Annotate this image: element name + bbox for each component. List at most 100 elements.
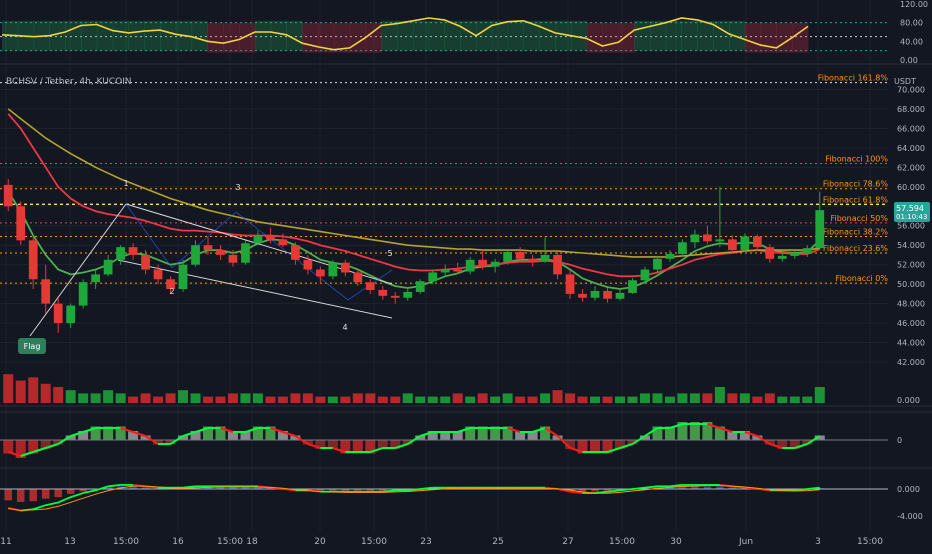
macd-y-tick-label: 0.000 (897, 485, 920, 494)
oscillator-signal-segment (70, 431, 84, 437)
rsi-band-fill (412, 20, 430, 51)
macd-histogram-bar (703, 486, 712, 489)
rsi-pane[interactable] (0, 17, 888, 53)
price-y-tick-label: 62.000 (897, 163, 925, 172)
rsi-band-fill (444, 20, 461, 51)
macd-histogram-bar (603, 489, 612, 491)
price-y-tick-label: 50.000 (897, 280, 925, 289)
rsi-line (1, 17, 809, 51)
oscillator-signal-segment (507, 427, 521, 433)
rsi-band-fill (491, 20, 509, 51)
elliott-wave-segment (171, 211, 237, 269)
volume-bar (814, 387, 825, 403)
macd-pane[interactable] (0, 484, 888, 512)
oscillator-bar (477, 426, 488, 440)
oscillator-signal-segment (245, 427, 259, 433)
oscillator-pane[interactable] (0, 422, 888, 458)
oscillator-bar (814, 435, 825, 440)
oscillator-signal-segment (145, 435, 159, 445)
macd-histogram-bar (204, 487, 212, 489)
candle-body (790, 253, 800, 256)
rsi-band-fill (586, 22, 604, 53)
oscillator-signal-segment (270, 427, 284, 433)
volume-bar (402, 393, 413, 403)
candle-body (578, 293, 587, 298)
candle-body (78, 282, 88, 306)
rsi-band-fill (634, 20, 651, 51)
candle-body (478, 259, 488, 267)
rsi-band-fill (570, 20, 588, 51)
x-tick-label: 15:00 (609, 537, 635, 547)
oscillator-signal-segment (644, 427, 658, 437)
volume-bar (477, 393, 488, 403)
candle-body (203, 245, 213, 251)
volume-bar (53, 387, 64, 403)
macd-histogram-bar (241, 487, 250, 489)
x-tick-label: 15:00 (113, 537, 139, 547)
fibonacci-level-label: Fibonacci 161.8% (818, 74, 889, 83)
volume-bar (752, 396, 763, 403)
x-tick-label: 30 (670, 537, 682, 547)
oscillator-bar (490, 426, 501, 440)
macd-line-segment (95, 485, 109, 492)
rsi-band-fill (523, 20, 540, 51)
macd-line-segment (744, 486, 758, 490)
rsi-band-fill (223, 22, 240, 53)
price-pane[interactable]: Fibonacci 161.8% Fibonacci 100% Fibonacci … (0, 74, 888, 354)
volume-bar (327, 396, 338, 403)
oscillator-signal-segment (394, 443, 409, 449)
oscillator-bar (664, 426, 675, 440)
ema-slow-line (7, 108, 820, 258)
fibonacci-level-label: Fibonacci 78.6% (823, 180, 889, 189)
price-y-tick-label: 48.000 (897, 300, 925, 309)
rsi-band-fill (365, 22, 382, 53)
rsi-y-tick-label: 0.00 (900, 56, 918, 65)
volume-bar (377, 396, 388, 403)
volume-bar (153, 396, 164, 403)
volume-bar (40, 383, 51, 403)
rsi-band-fill (728, 20, 746, 51)
volume-bar (789, 396, 800, 403)
rsi-band-fill (191, 20, 208, 51)
candle-body (777, 255, 787, 259)
oscillator-bar (440, 431, 451, 440)
volume-pane[interactable] (3, 374, 825, 403)
oscillator-bar (739, 431, 750, 440)
oscillator-bar (802, 440, 813, 445)
oscillator-bar (53, 440, 64, 445)
rsi-band-fill (65, 20, 82, 51)
macd-histogram-bar (229, 487, 237, 489)
oscillator-signal-segment (7, 451, 22, 457)
volume-bar (590, 396, 601, 403)
oscillator-signal-segment (182, 431, 196, 437)
macd-histogram-bar (666, 487, 674, 489)
oscillator-bar (165, 440, 176, 445)
volume-bar (277, 396, 288, 403)
oscillator-bar (677, 422, 688, 440)
volume-bar (90, 393, 101, 403)
rsi-band-fill (397, 20, 414, 51)
candle-body (53, 303, 63, 324)
volume-bar (290, 393, 301, 403)
oscillator-signal-segment (419, 431, 434, 437)
volume-bar (215, 396, 226, 403)
candle-body (428, 272, 438, 282)
volume-bar (764, 393, 775, 403)
macd-line-segment (57, 496, 72, 504)
oscillator-signal-segment (20, 451, 34, 457)
volume-bar (365, 393, 376, 403)
price-y-tick-label: 54.000 (897, 241, 925, 250)
x-tick-label: 18 (246, 537, 258, 547)
oscillator-bar (265, 426, 276, 440)
oscillator-bar (465, 426, 476, 440)
volume-bar (440, 396, 451, 403)
oscillator-signal-segment (170, 435, 184, 445)
candle-body (303, 259, 313, 270)
rsi-band-fill (555, 20, 572, 51)
fibonacci-level-label: Fibonacci 0% (836, 274, 889, 283)
candle-body (503, 252, 513, 262)
candle-body (802, 248, 812, 254)
volume-y-tick-label: 0.000 (897, 396, 920, 405)
